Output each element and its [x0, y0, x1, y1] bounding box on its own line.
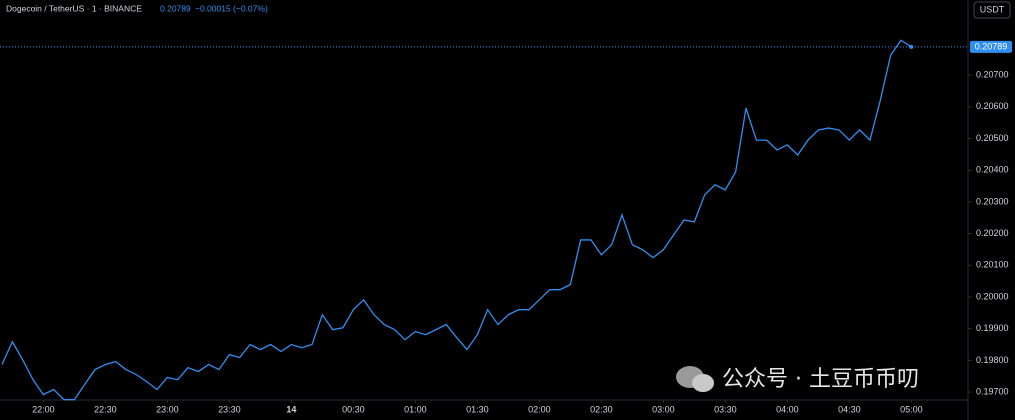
currency[interactable]: USDT — [980, 4, 1005, 14]
y-tick-label: 0.20600 — [976, 101, 1009, 111]
y-tick-label: 0.20700 — [976, 69, 1009, 79]
x-tick-label: 04:30 — [838, 404, 861, 414]
currency-box[interactable] — [973, 1, 1011, 19]
watermark: 公众号 · 土豆币币叨 — [722, 367, 919, 392]
symbol: Dogecoin / TetherUS · 1 · BINANCE — [6, 3, 142, 13]
x-tick-label: 03:30 — [714, 404, 737, 414]
y-tick-label: 0.19900 — [976, 323, 1009, 333]
x-tick-label: 01:30 — [466, 404, 489, 414]
x-tick-label: 22:00 — [32, 404, 55, 414]
wechat-icon — [692, 374, 714, 392]
last-price-label: 0.20789 — [975, 41, 1008, 51]
last-point — [909, 44, 914, 49]
last-price-box — [970, 40, 1012, 53]
y-tick-label: 0.20500 — [976, 133, 1009, 143]
x-tick-label: 23:00 — [156, 404, 179, 414]
y-tick-label: 0.20300 — [976, 196, 1009, 206]
change: −0.00015 (−0.07%) — [195, 3, 268, 13]
watermark-group: 公众号 · 土豆币币叨 — [676, 366, 919, 392]
x-tick-label: 02:30 — [590, 404, 613, 414]
y-tick-label: 0.20100 — [976, 260, 1009, 270]
x-tick-label: 00:30 — [342, 404, 365, 414]
y-tick-label: 0.19700 — [976, 386, 1009, 396]
y-tick-label: 0.20200 — [976, 228, 1009, 238]
x-tick-label: 14 — [286, 404, 296, 414]
price: 0.20789 — [160, 3, 191, 13]
price-line — [1, 39, 912, 401]
x-tick-label: 22:30 — [94, 404, 117, 414]
x-tick-label: 03:00 — [652, 404, 675, 414]
y-tick-label: 0.20000 — [976, 291, 1009, 301]
x-tick-label: 04:00 — [776, 404, 799, 414]
x-tick-label: 01:00 — [404, 404, 427, 414]
x-tick-label: 23:30 — [218, 404, 241, 414]
y-tick-label: 0.19800 — [976, 355, 1009, 365]
y-tick-label: 0.20400 — [976, 165, 1009, 175]
x-tick-label: 05:00 — [900, 404, 923, 414]
x-tick-label: 02:00 — [528, 404, 551, 414]
